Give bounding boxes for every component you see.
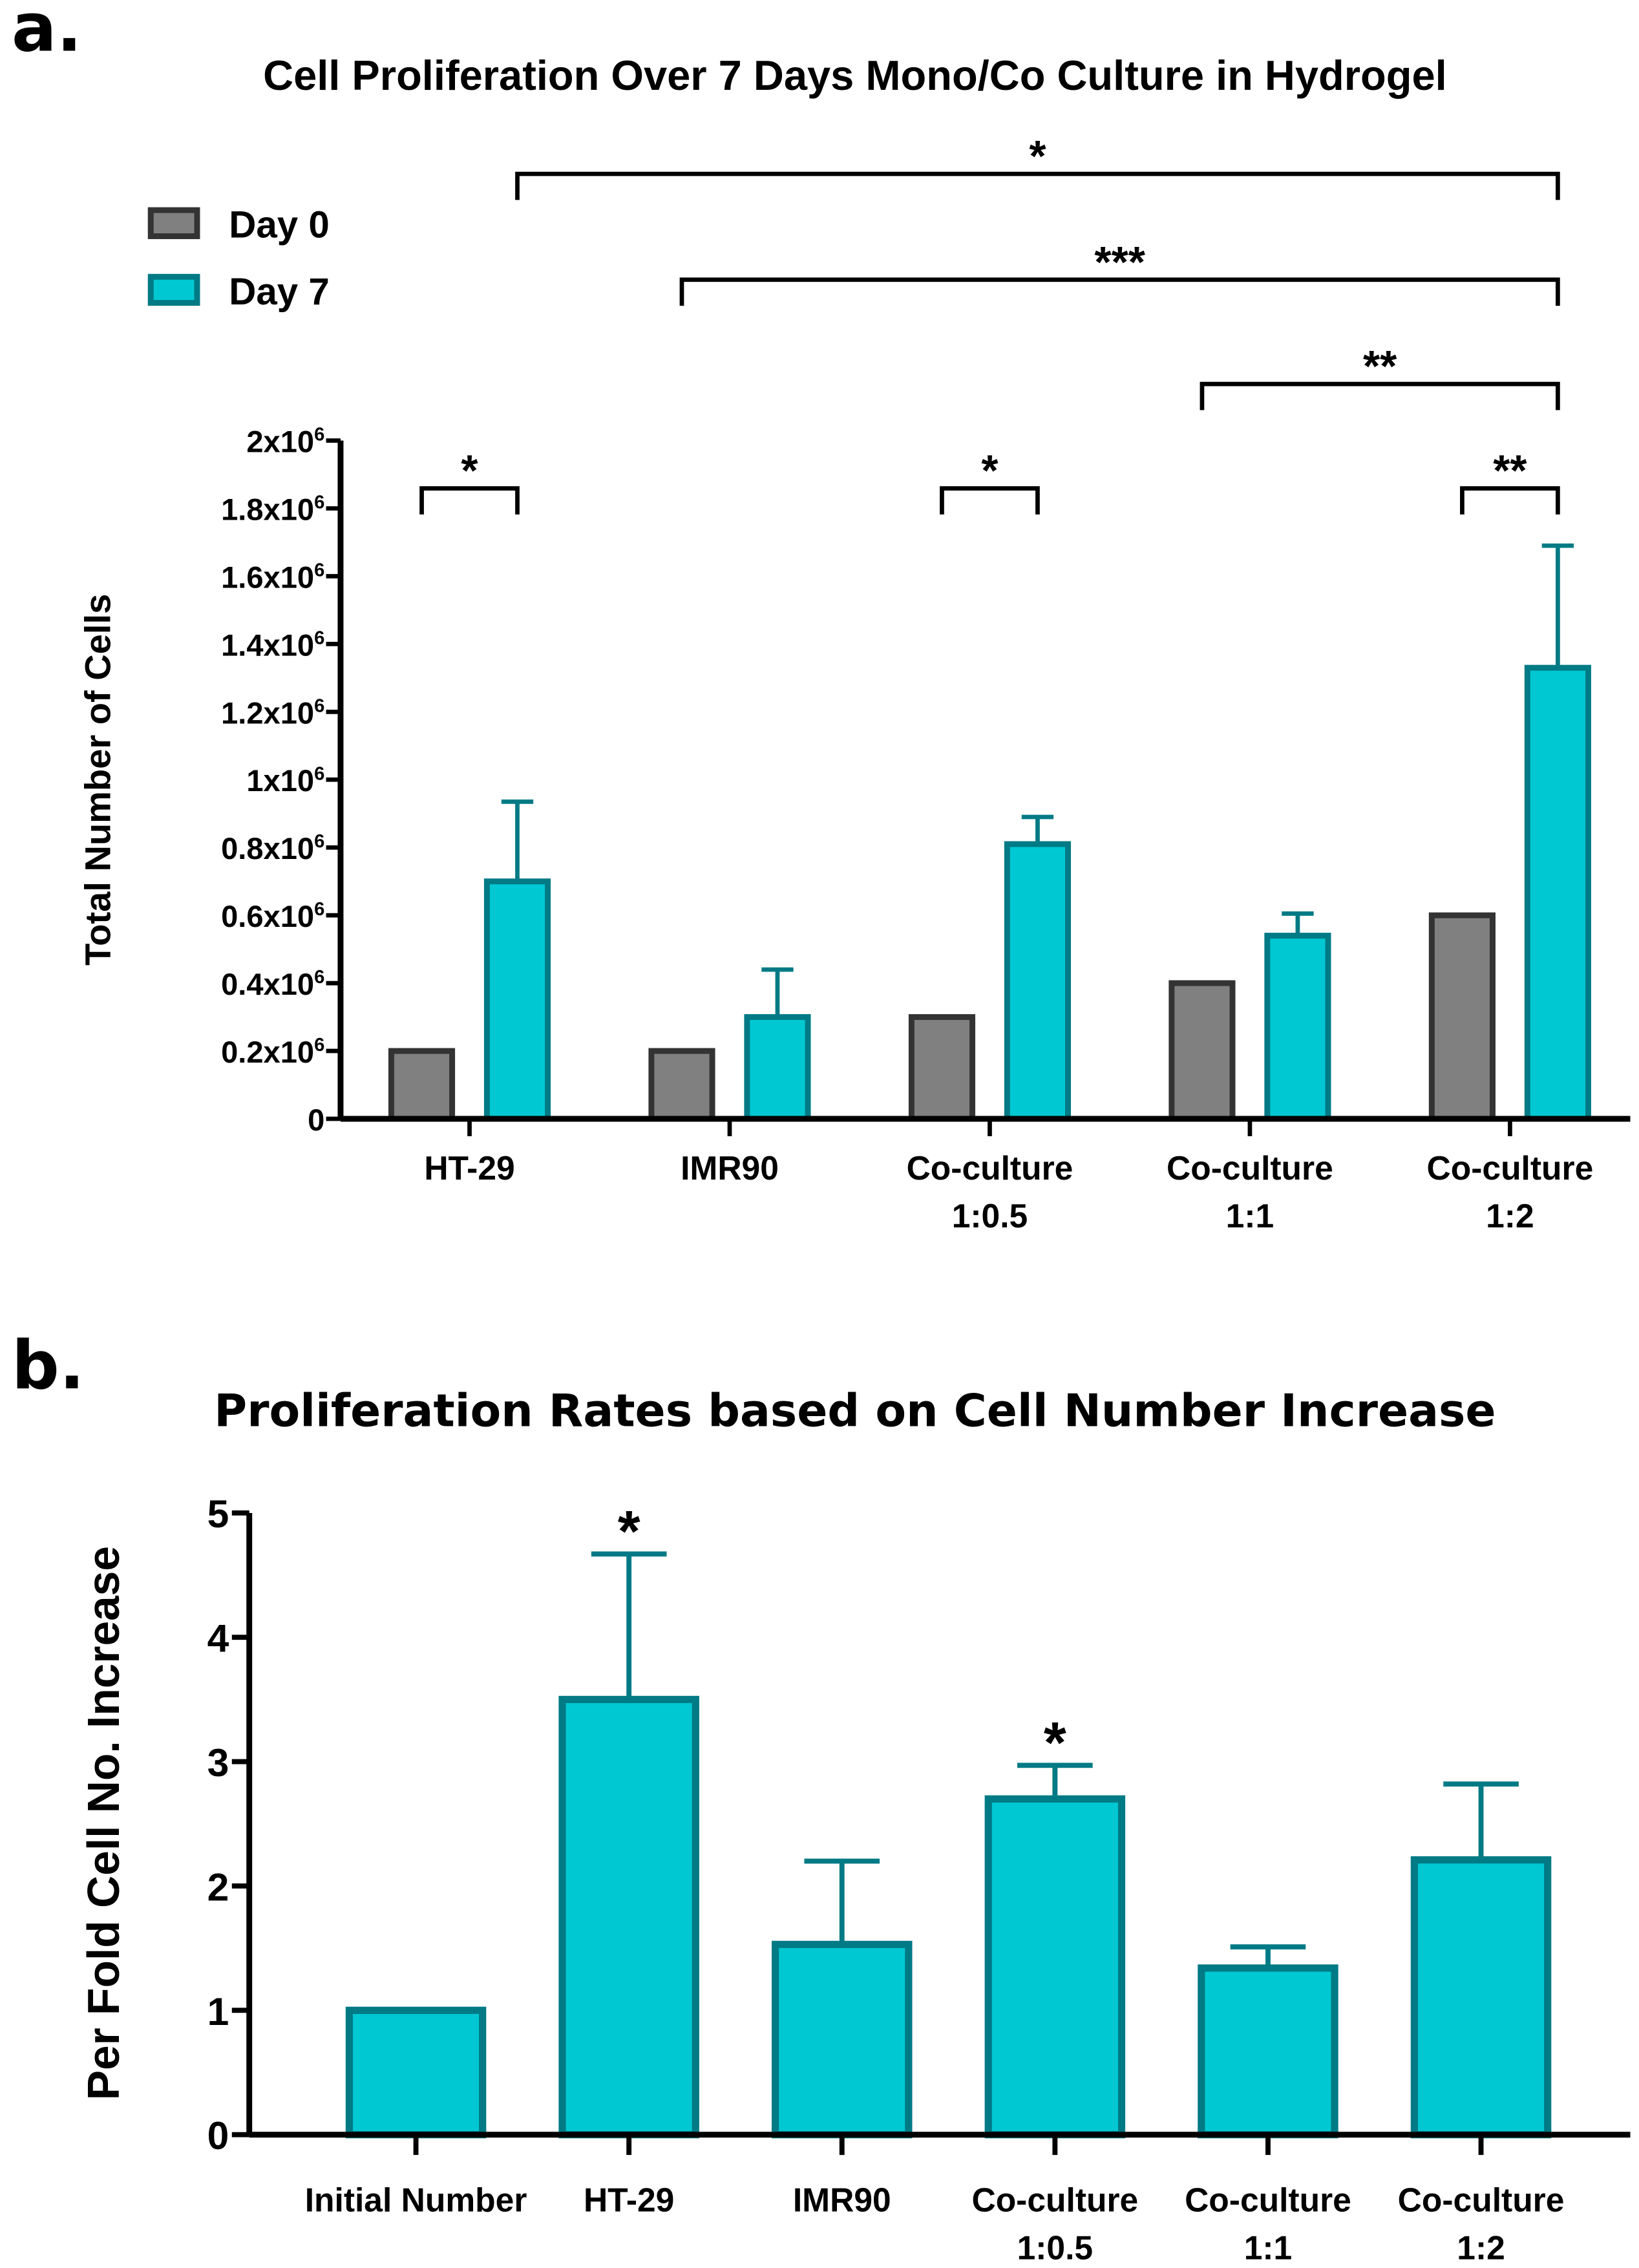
x-tick-label: Initial Number [305, 2181, 527, 2219]
y-tick-label: 0.6x106 [221, 899, 324, 933]
panel-label: a. [12, 0, 82, 67]
x-tick-label: Co-culture [1398, 2181, 1565, 2219]
significance-bracket [940, 486, 1040, 514]
y-tick-label: 2x106 [246, 425, 324, 459]
x-tick-label: Co-culture [1427, 1149, 1594, 1187]
legend-label-1: Day 7 [229, 271, 330, 313]
y-tick-label: 1.6x106 [221, 560, 324, 594]
bar [558, 1695, 699, 2139]
x-tick-label: Co-culture [1167, 1149, 1333, 1187]
bar-day-7 [1004, 841, 1072, 1122]
bar [984, 1795, 1126, 2139]
bar-day-0 [908, 1014, 976, 1122]
x-tick-label: 1:2 [1457, 2229, 1505, 2267]
bar [1410, 1856, 1552, 2139]
bar [345, 2006, 487, 2139]
significance-label: ** [1493, 447, 1527, 495]
y-tick-label: 3 [207, 1741, 229, 1785]
y-tick-label: 1.8x106 [221, 492, 324, 526]
bar [772, 1940, 913, 2139]
bar-day-0 [1168, 980, 1236, 1122]
y-tick-label: 1 [207, 1989, 229, 2033]
x-tick-label: 1:1 [1226, 1197, 1274, 1235]
y-tick-label: 0 [207, 2114, 229, 2157]
significance-label: * [618, 1500, 640, 1564]
bar-day-0 [1428, 912, 1496, 1122]
chart-title: Cell Proliferation Over 7 Days Mono/Co C… [263, 52, 1447, 99]
significance-bracket [679, 277, 1560, 306]
y-tick-label: 1x106 [246, 763, 324, 798]
x-tick-label: Co-culture [971, 2181, 1138, 2219]
legend-swatch-0 [147, 207, 200, 239]
x-tick-label: Co-culture [907, 1149, 1073, 1187]
y-tick-label: 0.8x106 [221, 831, 324, 865]
x-tick-label: 1:1 [1244, 2229, 1293, 2267]
significance-label: *** [1094, 238, 1145, 286]
panel-b: b. Proliferation Rates based on Cell Numb… [12, 1327, 1631, 2267]
y-tick-label: 0 [308, 1103, 324, 1137]
y-axis-label: Per Fold Cell No. Increase [78, 1546, 129, 2100]
bar [1198, 1964, 1338, 2139]
bar-day-0 [648, 1048, 715, 1122]
significance-label: * [981, 447, 999, 495]
y-tick-label: 1.4x106 [221, 628, 324, 662]
panel-a: a. Cell Proliferation Over 7 Days Mono/Co… [12, 0, 1631, 1235]
chart-title: Proliferation Rates based on Cell Number… [214, 1384, 1496, 1437]
significance-bracket [419, 486, 520, 514]
y-tick-label: 0.4x106 [221, 967, 324, 1001]
y-tick-label: 4 [207, 1616, 229, 1660]
y-tick-label: 0.2x106 [221, 1035, 324, 1069]
x-tick-label: 1:2 [1486, 1197, 1534, 1235]
significance-bracket [1200, 381, 1560, 410]
x-tick-label: HT-29 [584, 2181, 674, 2219]
bar-day-7 [1264, 933, 1331, 1122]
bar-day-7 [1524, 664, 1591, 1122]
significance-label: * [1044, 1711, 1066, 1775]
x-tick-label: 1:0.5 [952, 1197, 1028, 1235]
significance-label: ** [1363, 343, 1397, 391]
y-tick-label: 1.2x106 [221, 695, 324, 730]
significance-label: * [461, 447, 478, 495]
y-axis-label: Total Number of Cells [77, 594, 118, 966]
x-tick-label: 1:0.5 [1017, 2229, 1094, 2267]
x-tick-label: HT-29 [424, 1149, 514, 1187]
panel-label: b. [12, 1327, 85, 1404]
x-tick-label: IMR90 [793, 2181, 891, 2219]
bar-day-0 [388, 1048, 456, 1122]
x-tick-label: Co-culture [1185, 2181, 1351, 2219]
bar-day-7 [483, 878, 551, 1122]
legend-label-0: Day 0 [229, 204, 330, 246]
significance-label: * [1029, 132, 1046, 181]
significance-bracket [1460, 486, 1560, 514]
significance-bracket [515, 171, 1560, 200]
legend-swatch-1 [147, 273, 200, 306]
y-tick-label: 2 [207, 1865, 229, 1909]
y-tick-label: 5 [207, 1492, 229, 1536]
x-tick-label: IMR90 [681, 1149, 779, 1187]
bar-day-7 [744, 1014, 811, 1122]
